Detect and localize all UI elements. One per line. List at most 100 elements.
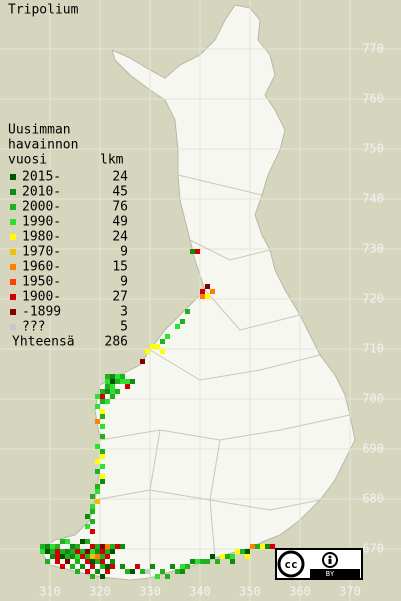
legend-swatch	[10, 174, 16, 180]
region-border	[189, 239, 271, 261]
observation-cell	[55, 544, 60, 549]
legend-heading: vuosi	[8, 153, 47, 168]
license-badge: cc BY	[275, 548, 363, 580]
observation-cell	[105, 569, 110, 574]
observation-cell	[125, 379, 130, 384]
legend-swatch	[10, 294, 16, 300]
observation-cell	[100, 414, 105, 419]
observation-cell	[100, 479, 105, 484]
by-icon-head	[328, 555, 332, 559]
observation-cell	[185, 564, 190, 569]
observation-cell	[95, 469, 100, 474]
observation-cell	[90, 504, 95, 509]
observation-cell	[105, 554, 110, 559]
observation-cell	[110, 379, 115, 384]
observation-cell	[60, 549, 65, 554]
observation-cell	[180, 564, 185, 569]
legend-label: 1900-	[22, 290, 61, 305]
observation-cell	[95, 554, 100, 559]
observation-cell	[140, 569, 145, 574]
observation-cell	[135, 564, 140, 569]
observation-cell	[110, 384, 115, 389]
legend-label: 1950-	[22, 275, 61, 290]
observation-cell	[90, 509, 95, 514]
legend-swatch	[10, 264, 16, 270]
region-border	[204, 289, 301, 331]
observation-cell	[85, 549, 90, 554]
observation-cell	[95, 404, 100, 409]
observation-cell	[105, 389, 110, 394]
observation-cell	[120, 564, 125, 569]
observation-cell	[150, 564, 155, 569]
observation-cell	[100, 409, 105, 414]
observation-cell	[230, 559, 235, 564]
observation-cell	[50, 554, 55, 559]
legend-swatch	[10, 189, 16, 195]
observation-cell	[115, 379, 120, 384]
observation-cell	[160, 349, 165, 354]
title: Tripolium	[8, 3, 79, 18]
observation-cell	[100, 449, 105, 454]
y-tick-label: 770	[362, 42, 384, 56]
region-border	[209, 439, 221, 559]
observation-cell	[105, 549, 110, 554]
legend-count: 15	[112, 260, 128, 275]
observation-cell	[160, 569, 165, 574]
x-tick-label: 320	[89, 585, 111, 599]
observation-cell	[255, 544, 260, 549]
legend-label: 2000-	[22, 200, 61, 215]
observation-cell	[75, 554, 80, 559]
observation-cell	[65, 549, 70, 554]
observation-cell	[100, 564, 105, 569]
observation-cell	[80, 564, 85, 569]
legend-swatch	[10, 234, 16, 240]
observation-cell	[205, 294, 210, 299]
observation-cell	[120, 379, 125, 384]
legend-count: 3	[120, 305, 128, 320]
observation-cell	[80, 549, 85, 554]
y-tick-label: 670	[362, 542, 384, 556]
observation-cell	[65, 559, 70, 564]
observation-cell	[105, 379, 110, 384]
observation-cell	[50, 549, 55, 554]
observation-cell	[200, 559, 205, 564]
y-tick-label: 750	[362, 142, 384, 156]
legend-count: 24	[112, 230, 128, 245]
legend-count: 9	[120, 245, 128, 260]
observation-cell	[230, 554, 235, 559]
observation-cell	[75, 559, 80, 564]
observation-cell	[60, 564, 65, 569]
legend-swatch	[10, 309, 16, 315]
observation-cell	[185, 309, 190, 314]
x-tick-label: 370	[339, 585, 361, 599]
observation-cell	[95, 549, 100, 554]
observation-cell	[95, 484, 100, 489]
observation-cell	[40, 549, 45, 554]
observation-cell	[70, 564, 75, 569]
observation-cell	[115, 389, 120, 394]
y-tick-label: 730	[362, 242, 384, 256]
legend-label: -1899	[22, 305, 61, 320]
cc-icon: cc	[284, 558, 297, 571]
observation-cell	[115, 544, 120, 549]
observation-cell	[190, 559, 195, 564]
observation-cell	[225, 554, 230, 559]
observation-cell	[60, 539, 65, 544]
legend-label: 1960-	[22, 260, 61, 275]
observation-cell	[95, 499, 100, 504]
observation-cell	[60, 554, 65, 559]
region-border	[177, 174, 263, 196]
observation-cell	[95, 569, 100, 574]
observation-cell	[45, 559, 50, 564]
observation-cell	[55, 559, 60, 564]
legend-count: 5	[120, 320, 128, 335]
observation-cell	[70, 554, 75, 559]
y-tick-label: 710	[362, 342, 384, 356]
observation-cell	[200, 294, 205, 299]
observation-cell	[90, 554, 95, 559]
observation-cell	[145, 349, 150, 354]
observation-cell	[50, 544, 55, 549]
legend-heading: Uusimman	[8, 123, 71, 138]
observation-cell	[110, 389, 115, 394]
